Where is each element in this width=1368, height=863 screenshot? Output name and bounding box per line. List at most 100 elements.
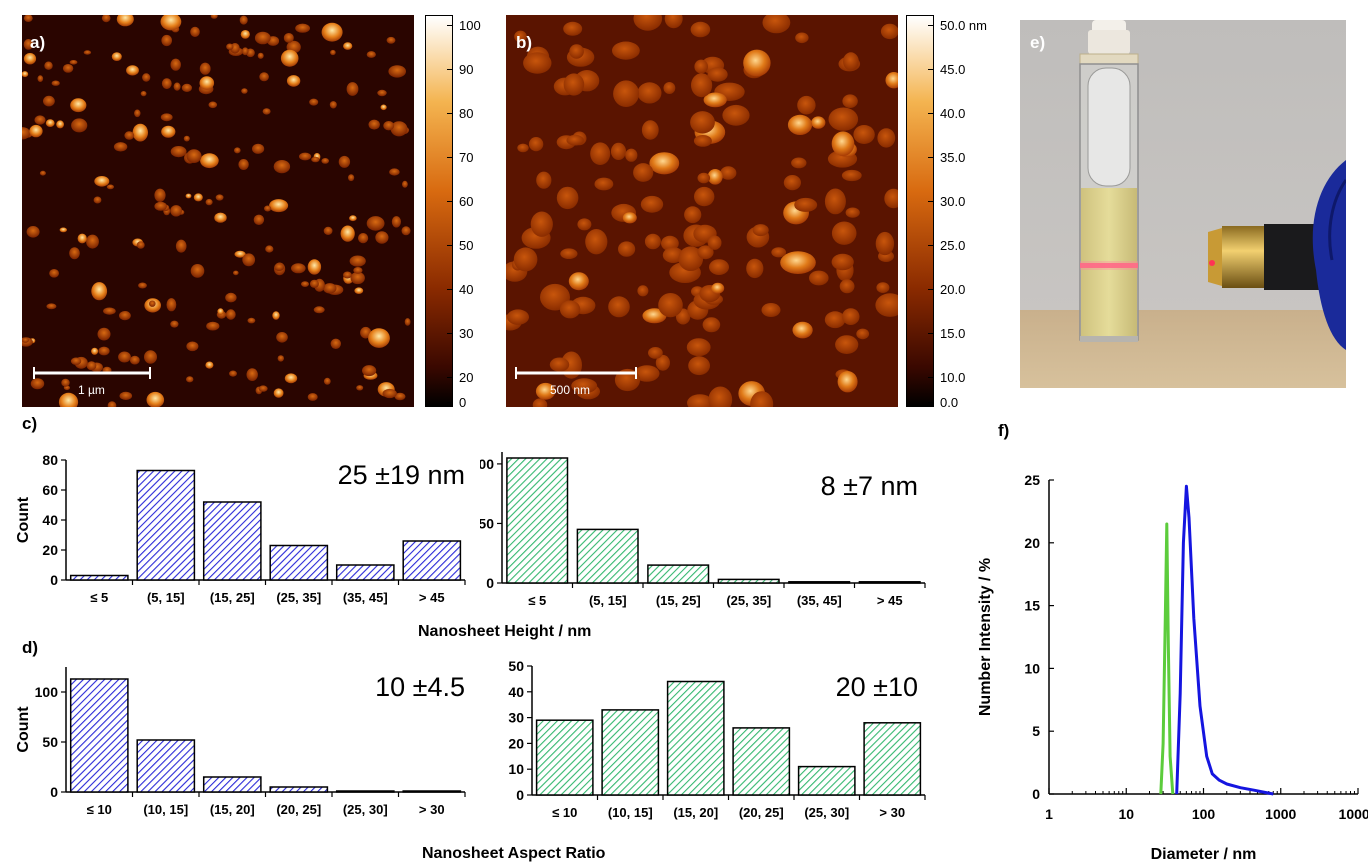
- afm-grain: [684, 206, 702, 224]
- afm-grain: [640, 195, 664, 213]
- afm-grain: [697, 245, 714, 260]
- histogram-bar: [136, 739, 196, 793]
- histogram-bar: [402, 540, 462, 581]
- afm-grain: [633, 163, 654, 182]
- afm-grain: [124, 131, 135, 140]
- afm-grain: [530, 211, 553, 237]
- afm-grain: [366, 51, 376, 58]
- afm-grain: [513, 247, 538, 272]
- afm-grain: [876, 282, 890, 293]
- afm-grain: [811, 116, 826, 129]
- colorbar-tick-mark: [447, 157, 453, 158]
- afm-grain: [233, 270, 239, 276]
- histogram-bar: [69, 574, 129, 581]
- x-tick-label: (15, 25]: [656, 593, 701, 608]
- afm-grain: [563, 21, 583, 36]
- afm-grain: [238, 159, 249, 170]
- afm-grain: [514, 30, 527, 43]
- afm-grain: [688, 356, 710, 376]
- afm-grain: [884, 188, 898, 209]
- afm-grain: [330, 49, 336, 56]
- laser-pointer-tip: [1208, 228, 1222, 286]
- cuvette-cap: [1088, 30, 1130, 54]
- afm-grain: [309, 279, 319, 288]
- afm-grain: [648, 347, 663, 359]
- afm-grain: [190, 264, 205, 278]
- afm-grain: [170, 205, 183, 217]
- afm-grain: [828, 107, 859, 131]
- afm-grain: [690, 21, 711, 38]
- afm-grain: [241, 47, 249, 56]
- afm-grain: [390, 121, 408, 137]
- afm-grain: [62, 64, 74, 73]
- afm-grain: [795, 32, 809, 44]
- afm-grain: [356, 385, 364, 391]
- afm-grain: [323, 377, 331, 385]
- x-tick-label: (10, 15]: [143, 802, 188, 817]
- x-tick-label: 10000: [1339, 806, 1368, 822]
- histogram-bar: [506, 457, 569, 584]
- afm-grain: [22, 337, 29, 343]
- afm-grain: [678, 246, 704, 271]
- colorbar-tick-label: 60: [459, 194, 474, 209]
- histogram-bar: [136, 469, 196, 581]
- afm-grain: [118, 351, 131, 363]
- x-tick-label: (35, 45]: [343, 590, 388, 605]
- afm-grain: [655, 354, 670, 371]
- panel-label-f: f): [998, 421, 1010, 440]
- afm-grain: [711, 282, 725, 294]
- afm-grain: [257, 52, 264, 59]
- afm-grain: [549, 357, 570, 372]
- colorbar-tick-label: 40.0: [940, 106, 966, 121]
- afm-grain: [154, 188, 166, 202]
- colorbar-tick-mark: [928, 25, 934, 26]
- afm-grain: [401, 226, 411, 236]
- y-tick-label: 30: [508, 710, 524, 726]
- colorbar-tick-mark: [447, 333, 453, 334]
- histogram-aspect-a: 0 50 100 ≤ 10 (10, 15] (15, 20] (20, 25] (25, 3…: [15, 667, 466, 817]
- y-tick-label: 50: [480, 515, 494, 531]
- x-tick-label: (25, 35]: [726, 593, 771, 608]
- afm-grain: [119, 311, 131, 321]
- afm-grain: [885, 72, 898, 89]
- afm-grain: [29, 124, 43, 138]
- afm-grain: [394, 392, 406, 401]
- afm-grain: [368, 119, 380, 130]
- panel-label-c: c): [22, 414, 38, 433]
- afm-grain: [362, 365, 377, 377]
- histogram-bar: [269, 544, 329, 581]
- afm-grain: [299, 152, 312, 161]
- afm-grain: [276, 332, 288, 343]
- colorbar-tick-label: 100: [459, 18, 481, 33]
- afm-image-a: 1 µm: [22, 15, 414, 407]
- colorbar-tick-mark: [447, 289, 453, 290]
- afm-grain: [307, 259, 322, 275]
- afm-grain: [560, 248, 578, 259]
- afm-grain: [594, 177, 614, 191]
- afm-grain: [568, 272, 589, 291]
- afm-grain: [205, 361, 214, 369]
- afm-grain: [166, 298, 177, 312]
- afm-grain: [350, 271, 365, 285]
- afm-grain: [349, 255, 366, 267]
- afm-grain: [686, 338, 711, 357]
- histogram-annotation: 10 ±4.5: [375, 672, 465, 702]
- afm-grain: [247, 317, 256, 324]
- afm-grain: [259, 72, 269, 82]
- laser-pointer-brass: [1222, 226, 1264, 288]
- afm-grain: [853, 125, 875, 144]
- afm-grain: [22, 127, 31, 140]
- afm-grain: [280, 49, 299, 67]
- afm-grain: [637, 82, 662, 104]
- afm-grain: [311, 156, 320, 163]
- afm-grain: [239, 15, 248, 25]
- afm-grain: [703, 92, 727, 108]
- y-tick-label: 0: [1032, 786, 1040, 802]
- afm-grain: [70, 357, 82, 365]
- afm-grain: [875, 231, 895, 256]
- histogram-bar: [717, 578, 780, 584]
- afm-grain: [286, 75, 301, 87]
- afm-grain: [641, 120, 659, 140]
- afm-grain: [761, 303, 781, 317]
- afm-grain: [273, 388, 284, 398]
